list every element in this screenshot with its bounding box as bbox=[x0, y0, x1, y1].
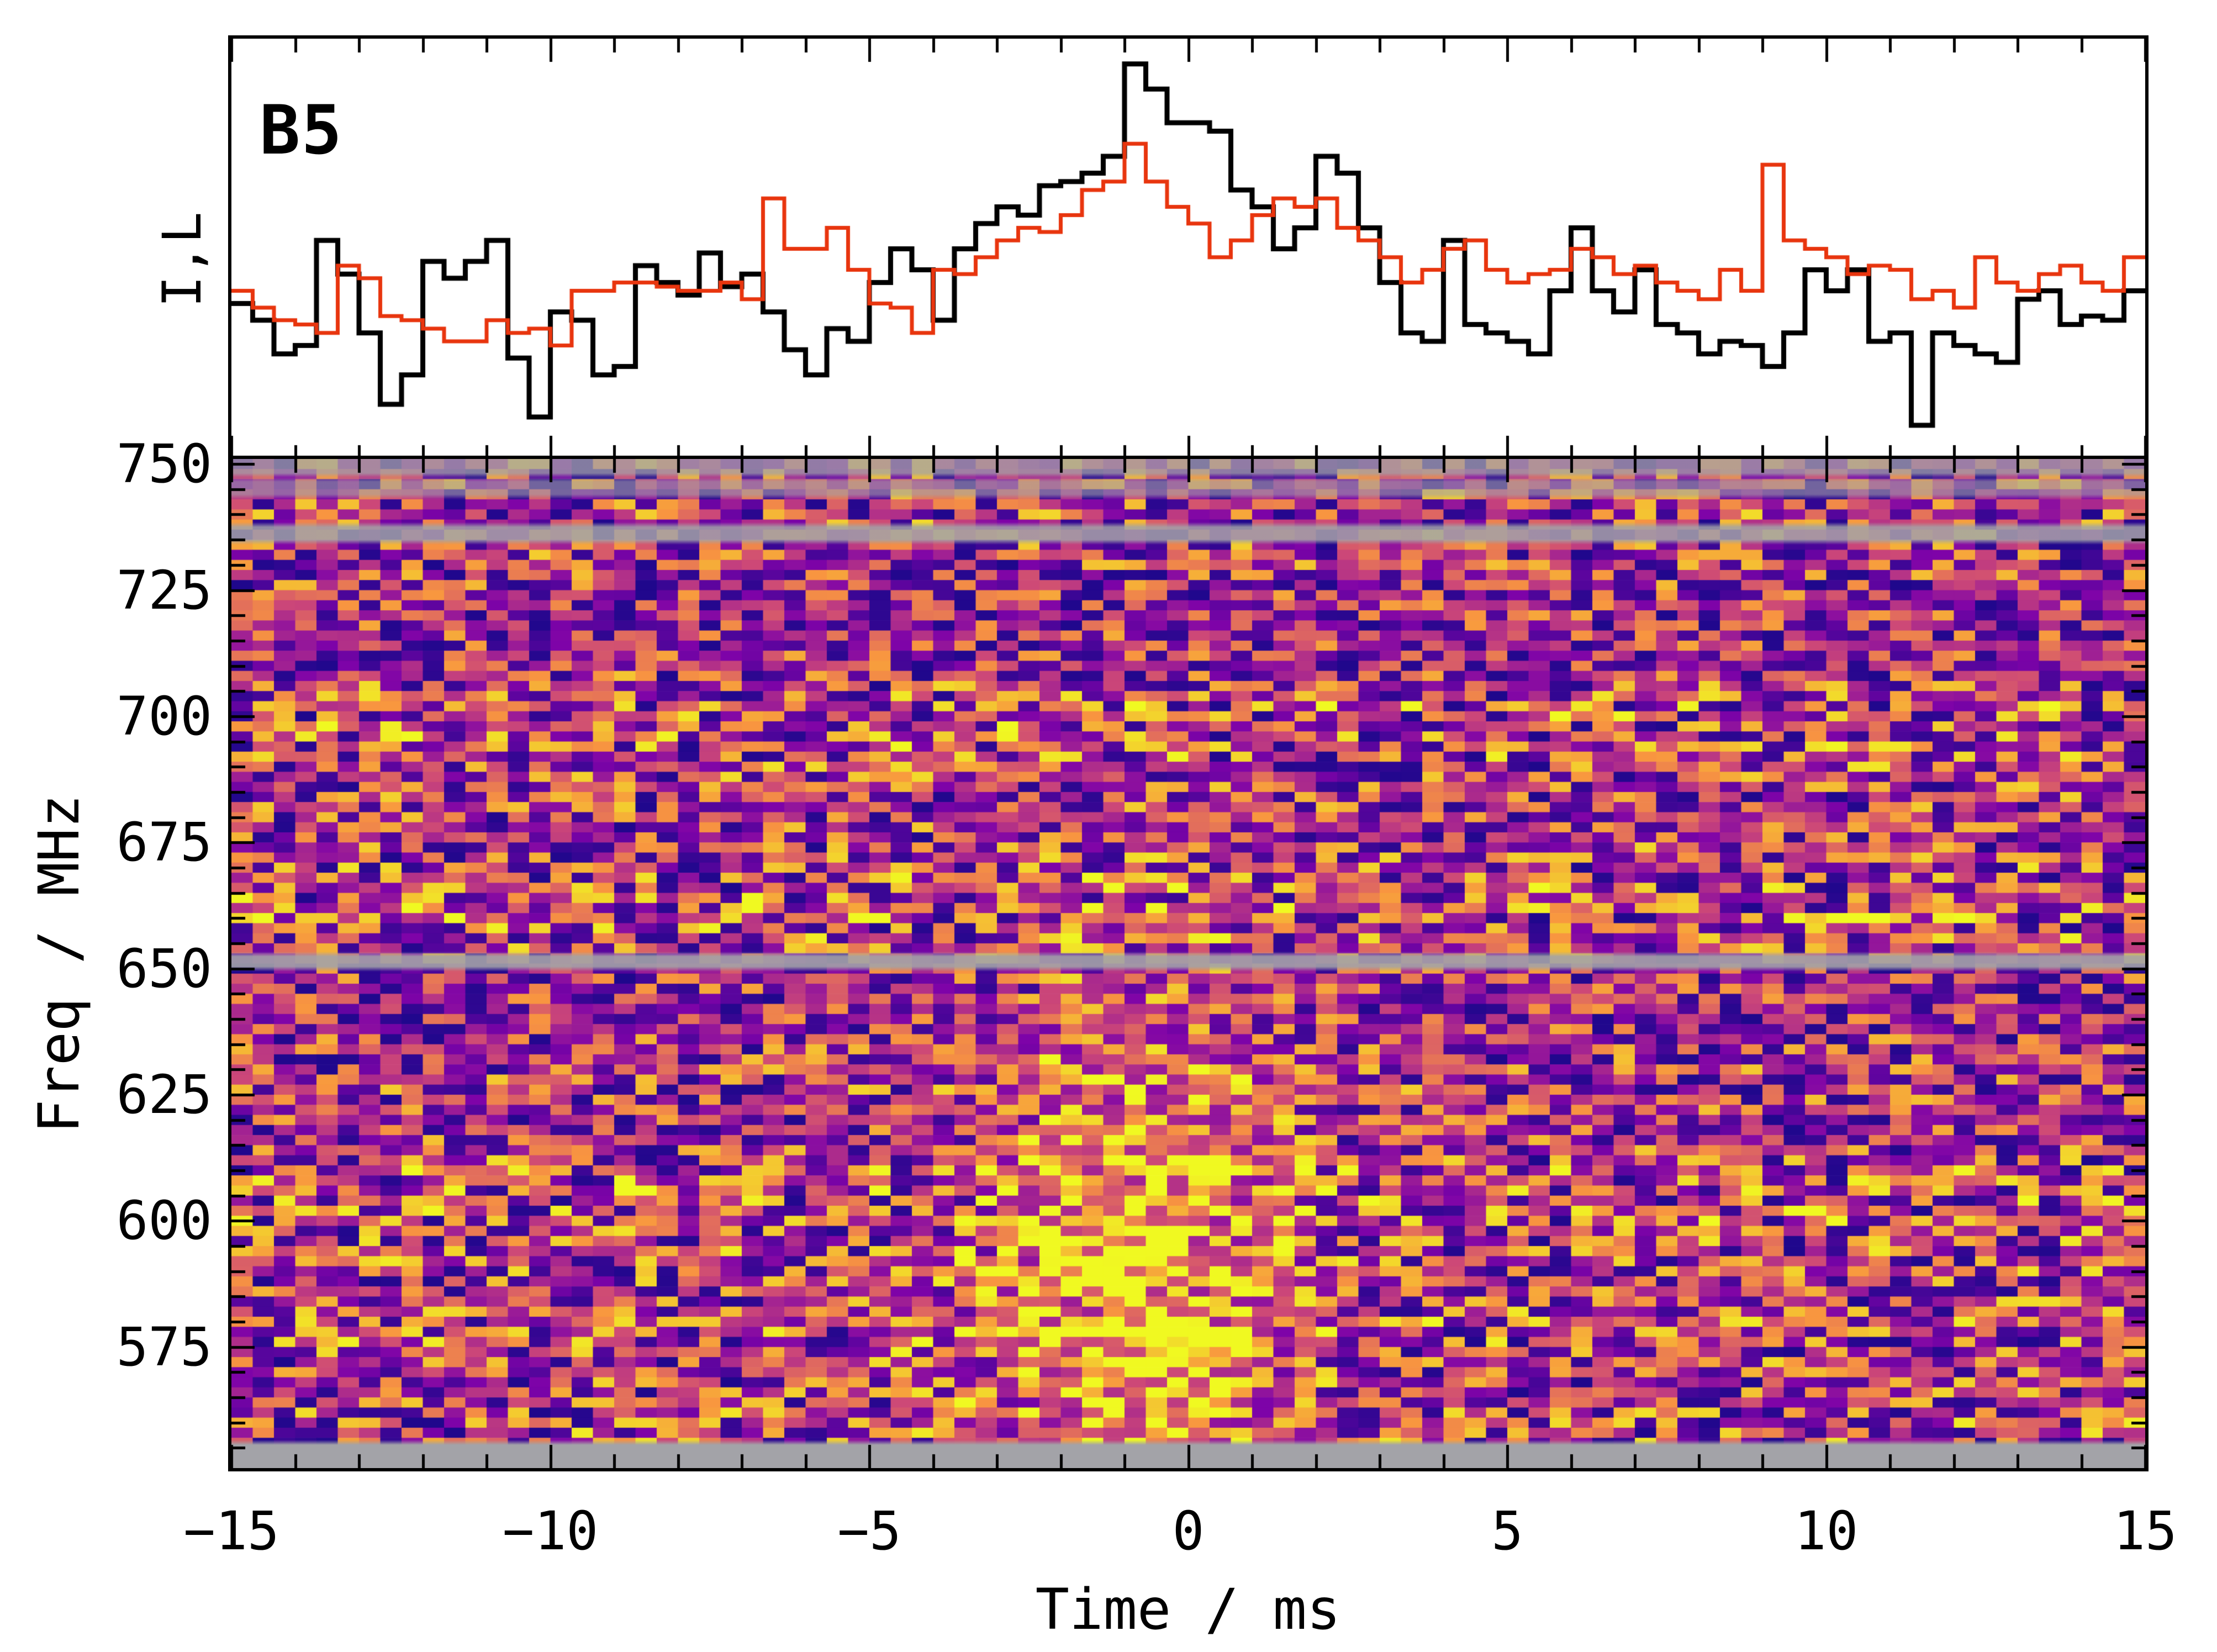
freq-tick-label: 675 bbox=[116, 811, 212, 874]
profile-y-axis-label: I,L bbox=[151, 212, 213, 308]
freq-tick-label: 725 bbox=[116, 559, 212, 621]
time-tick-label: 5 bbox=[1491, 1500, 1523, 1562]
pulse-profile-panel bbox=[228, 35, 2149, 459]
freq-tick-label: 625 bbox=[116, 1064, 212, 1126]
time-axis-label: Time / ms bbox=[1035, 1577, 1341, 1643]
time-tick-label: −5 bbox=[837, 1500, 901, 1562]
freq-tick-label: 575 bbox=[116, 1316, 212, 1378]
time-tick-label: −15 bbox=[183, 1500, 279, 1562]
freq-tick-label: 700 bbox=[116, 685, 212, 747]
time-tick-label: 0 bbox=[1172, 1500, 1205, 1562]
pulse-profile-canvas bbox=[231, 39, 2145, 459]
time-tick-label: 10 bbox=[1794, 1500, 1859, 1562]
dynamic-spectrum-panel bbox=[228, 456, 2149, 1471]
time-tick-label: −10 bbox=[502, 1500, 599, 1562]
freq-tick-label: 650 bbox=[116, 937, 212, 1000]
time-tick-label: 15 bbox=[2113, 1500, 2177, 1562]
freq-tick-label: 600 bbox=[116, 1190, 212, 1252]
freq-axis-label: Freq / MHz bbox=[27, 794, 92, 1134]
freq-tick-label: 750 bbox=[116, 433, 212, 495]
dynamic-spectrum-canvas bbox=[231, 459, 2145, 1468]
burst-id-annotation: B5 bbox=[260, 91, 343, 170]
